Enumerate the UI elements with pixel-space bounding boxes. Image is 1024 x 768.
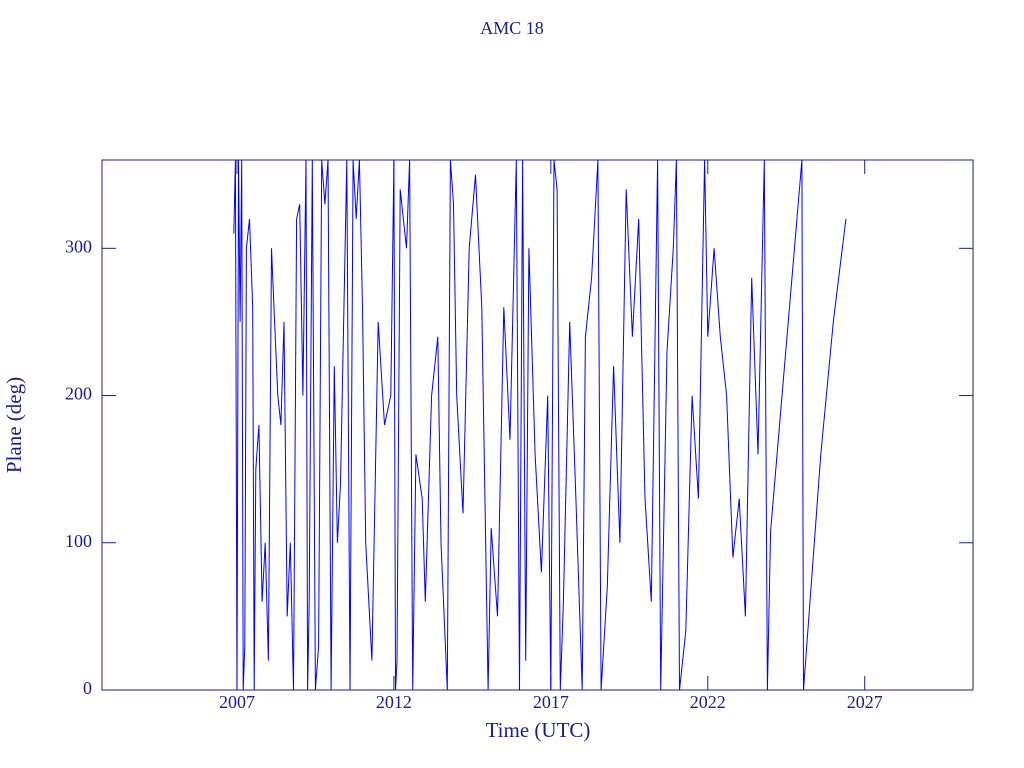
x-tick-label: 2007 [219, 692, 255, 712]
y-tick-label: 300 [65, 236, 92, 256]
x-tick-label: 2012 [376, 692, 412, 712]
plot-frame [101, 159, 974, 691]
y-tick-label: 200 [65, 384, 92, 404]
chart-title: AMC 18 [480, 18, 544, 38]
data-line [233, 159, 847, 691]
x-axis-label: Time (UTC) [486, 718, 591, 742]
y-tick-label: 0 [83, 678, 92, 698]
x-tick-label: 2022 [690, 692, 726, 712]
y-tick-label: 100 [65, 531, 92, 551]
x-tick-label: 2027 [847, 692, 883, 712]
y-axis-label: Plane (deg) [2, 377, 26, 473]
x-tick-label: 2017 [533, 692, 569, 712]
